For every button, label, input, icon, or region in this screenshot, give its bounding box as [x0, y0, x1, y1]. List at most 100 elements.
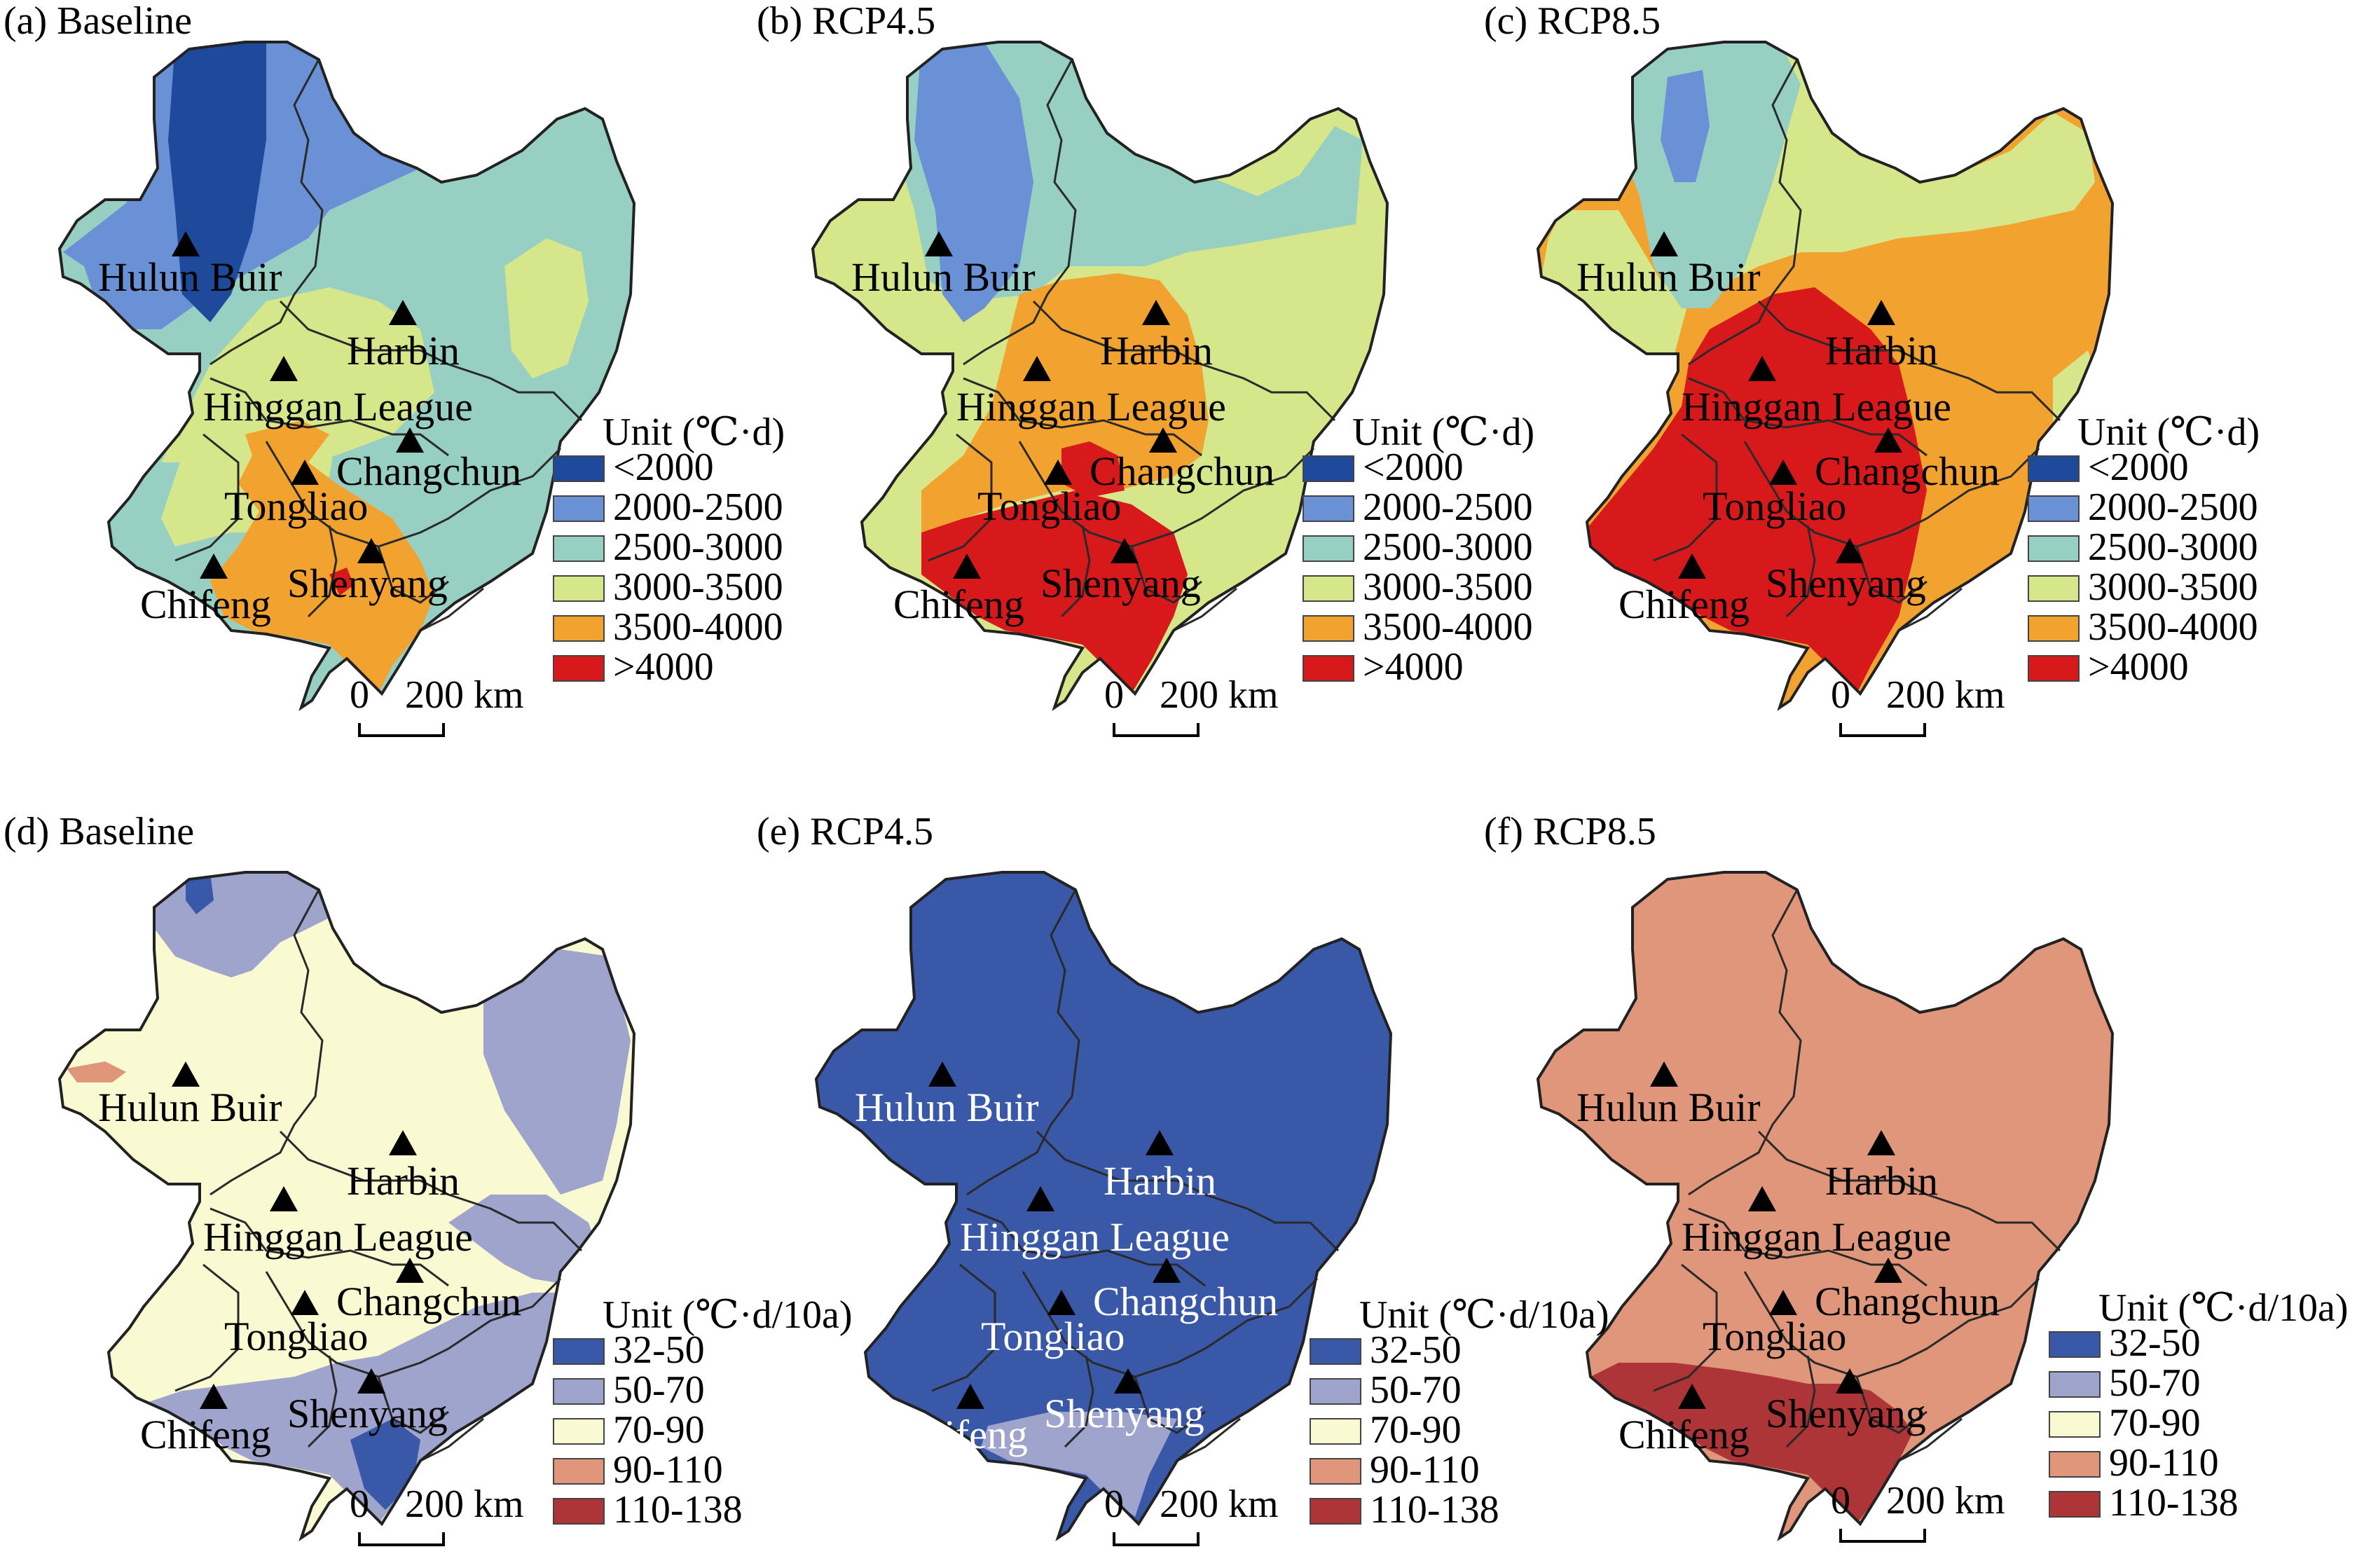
city-label-changchun: Changchun [1090, 448, 1274, 494]
city-label-changchun: Changchun [1815, 1279, 2000, 1324]
legend-swatch [1303, 615, 1354, 642]
scale-bar: 0 200 km [350, 673, 524, 737]
scale-bar-line [358, 723, 445, 737]
legend-swatch [553, 535, 605, 562]
city-label-tongliao: Tongliao [1703, 1314, 1846, 1359]
legend-swatch [2028, 655, 2080, 682]
legend-swatch [2028, 615, 2080, 642]
legend-swatch [553, 1338, 605, 1365]
legend-title: Unit (℃·d) [1352, 411, 1534, 454]
city-label-hulun-buir: Hulun Buir [851, 254, 1036, 300]
city-label-shenyang: Shenyang [1766, 561, 1926, 606]
city-label-changchun: Changchun [1093, 1279, 1278, 1324]
city-marker-triangle-icon [1867, 1130, 1895, 1155]
scale-bar: 0 200 km [1104, 1483, 1279, 1546]
scale-bar: 0 200 km [350, 1483, 524, 1546]
scale-bar: 0 200 km [1831, 1479, 2005, 1543]
city-label-chifeng: Chifeng [897, 1412, 1028, 1457]
city-label-harbin: Harbin [1104, 1158, 1216, 1204]
city-marker-triangle-icon [172, 1061, 200, 1087]
city-marker-triangle-icon [389, 1130, 417, 1155]
legend-title: Unit (℃·d) [2077, 411, 2260, 454]
legend-swatch [553, 575, 605, 602]
city-label-hinggan-league: Hinggan League [956, 384, 1226, 429]
city-marker-triangle-icon [389, 300, 417, 325]
legends-layer: Unit (℃·d)<20002000-25002500-30003000-35… [553, 411, 2349, 1532]
city-marker-triangle-icon [1650, 1061, 1678, 1087]
legend-swatch [553, 655, 605, 682]
city-marker-triangle-icon [1748, 1186, 1776, 1211]
city-marker-triangle-icon [1836, 1368, 1864, 1394]
legend: Unit (℃·d/10a)32-5050-7070-9090-110110-1… [553, 1293, 853, 1532]
legend-label: 110-138 [1370, 1488, 1499, 1532]
city-marker-triangle-icon [925, 231, 953, 256]
scale-bar-distance: 200 km [1160, 673, 1279, 717]
scale-bar: 0 200 km [1831, 673, 2005, 737]
scale-bar-distance: 200 km [1160, 1483, 1279, 1526]
panel-title: (f) RCP8.5 [1484, 810, 1656, 853]
legend-label: 2000-2500 [2088, 486, 2258, 529]
city-label-harbin: Harbin [347, 328, 460, 373]
legend-label: 3000-3500 [1363, 565, 1533, 609]
legend-title: Unit (℃·d/10a) [1359, 1293, 1609, 1337]
city-label-chifeng: Chifeng [1619, 582, 1750, 627]
city-marker-triangle-icon [928, 1061, 956, 1087]
legend-label: 3500-4000 [2088, 605, 2258, 649]
legend-title: Unit (℃·d/10a) [2098, 1286, 2349, 1330]
scale-bar-distance: 200 km [405, 673, 524, 717]
city-marker-triangle-icon [270, 356, 298, 381]
legend-swatch [553, 1458, 605, 1485]
legend-label: 2500-3000 [2088, 525, 2258, 569]
legend-swatch [1310, 1498, 1361, 1525]
city-label-harbin: Harbin [347, 1158, 460, 1204]
panel-title: (a) Baseline [4, 0, 192, 43]
legend-swatch [2049, 1411, 2101, 1438]
legend-label: 3500-4000 [1363, 605, 1533, 649]
panel-title: (d) Baseline [4, 810, 194, 853]
legend-label: 50-70 [2109, 1361, 2201, 1405]
legend: Unit (℃·d/10a)32-5050-7070-9090-110110-1… [2049, 1286, 2349, 1525]
legend-swatch [1310, 1338, 1361, 1365]
city-marker-triangle-icon [270, 1186, 298, 1211]
scale-bar-distance: 200 km [1886, 673, 2005, 717]
legend-title: Unit (℃·d) [603, 411, 785, 454]
city-label-hulun-buir: Hulun Buir [855, 1085, 1039, 1130]
city-marker-triangle-icon [1867, 300, 1895, 325]
legend-swatch [553, 495, 605, 522]
city-marker-triangle-icon [1769, 460, 1797, 485]
legend-title: Unit (℃·d/10a) [603, 1293, 853, 1337]
legend-label: >4000 [613, 645, 714, 689]
legend-label: 110-138 [2109, 1481, 2239, 1525]
legend-label: 90-110 [613, 1448, 723, 1492]
city-label-chifeng: Chifeng [140, 582, 271, 627]
city-label-hinggan-league: Hinggan League [203, 1214, 473, 1260]
legend-swatch [1303, 455, 1354, 482]
legend: Unit (℃·d/10a)32-5050-7070-9090-110110-1… [1310, 1293, 1609, 1532]
scale-bar-zero: 0 [350, 1483, 369, 1526]
legend-label: 2500-3000 [1363, 525, 1533, 569]
legend-swatch [2049, 1491, 2101, 1518]
city-label-hulun-buir: Hulun Buir [1576, 254, 1761, 300]
city-label-tongliao: Tongliao [224, 1314, 368, 1359]
city-label-hinggan-league: Hinggan League [1682, 384, 1951, 429]
city-label-hinggan-league: Hinggan League [203, 384, 473, 429]
legend-label: 2000-2500 [613, 486, 783, 529]
legend-label: 70-90 [613, 1408, 705, 1452]
legend-swatch [2028, 495, 2080, 522]
legend-label: 3000-3500 [613, 565, 783, 609]
legend-swatch [2049, 1371, 2101, 1398]
city-marker-triangle-icon [357, 538, 385, 563]
legend-label: 90-110 [1370, 1448, 1480, 1492]
city-marker-triangle-icon [291, 460, 319, 485]
city-label-shenyang: Shenyang [1044, 1391, 1204, 1436]
legend-swatch [553, 1418, 605, 1445]
legend-label: 2000-2500 [1363, 486, 1533, 529]
legend-label: 3000-3500 [2088, 565, 2258, 609]
city-label-changchun: Changchun [336, 1279, 521, 1324]
city-marker-triangle-icon [1111, 538, 1139, 563]
city-marker-triangle-icon [1769, 1290, 1797, 1315]
city-label-chifeng: Chifeng [1619, 1412, 1750, 1457]
city-marker-triangle-icon [396, 427, 424, 453]
city-marker-triangle-icon [956, 1384, 984, 1409]
legend-swatch [1310, 1458, 1361, 1485]
